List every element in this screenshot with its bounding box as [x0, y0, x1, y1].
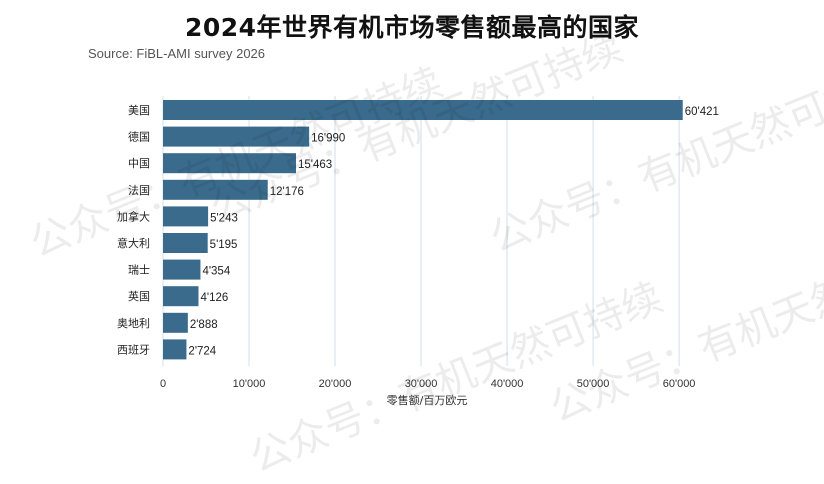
- category-label-8: 奥地利: [117, 316, 150, 330]
- value-label-4: 5'243: [210, 212, 238, 224]
- x-tick-label-5: 50'000: [577, 378, 610, 390]
- category-label-1: 德国: [128, 130, 150, 144]
- value-labels: 60'421 16'990 15'463 12'176 5'243 5'195 4'354 4…: [188, 106, 718, 357]
- category-label-9: 西班牙: [117, 343, 150, 356]
- x-tick-label-4: 40'000: [491, 378, 524, 390]
- bar-0: [163, 100, 683, 120]
- value-label-7: 4'126: [200, 292, 228, 304]
- category-label-3: 法国: [128, 183, 150, 197]
- category-label-2: 中国: [128, 157, 150, 170]
- bar-9: [163, 339, 187, 360]
- bar-5: [163, 233, 208, 253]
- category-label-4: 加拿大: [117, 209, 150, 223]
- x-tick-label-0: 0: [160, 378, 166, 390]
- chart-title: 2024年世界有机市场零售额最高的国家: [184, 13, 640, 42]
- bar-2: [163, 153, 297, 174]
- bar-8: [163, 312, 188, 333]
- x-tick-label-6: 60'000: [663, 378, 696, 390]
- value-label-3: 12'176: [270, 186, 304, 198]
- category-label-6: 瑞士: [128, 263, 150, 277]
- x-tick-label-1: 10'000: [233, 378, 266, 390]
- value-label-9: 2'724: [188, 345, 216, 357]
- category-label-0: 美国: [128, 104, 150, 117]
- x-tick-label-2: 20'000: [319, 378, 352, 390]
- chart-source: Source: FiBL-AMI survey 2026: [88, 46, 266, 61]
- bars: [163, 100, 683, 360]
- bar-7: [163, 286, 199, 307]
- category-label-5: 意大利: [117, 236, 150, 250]
- x-tick-label-3: 30'000: [405, 378, 438, 390]
- value-label-8: 2'888: [190, 319, 218, 331]
- bar-6: [163, 259, 201, 280]
- value-label-5: 5'195: [210, 239, 238, 251]
- bar-4: [163, 206, 209, 227]
- value-label-6: 4'354: [202, 266, 230, 278]
- bar-1: [163, 126, 310, 147]
- x-axis-label: 零售额/百万欧元: [387, 393, 468, 407]
- x-tick-labels: 0 10'000 20'000 30'000 40'000 50'000 60'000: [160, 378, 696, 390]
- value-label-1: 16'990: [311, 133, 345, 145]
- value-label-2: 15'463: [298, 159, 332, 171]
- category-label-7: 英国: [128, 289, 150, 303]
- value-label-0: 60'421: [685, 106, 719, 118]
- bar-3: [163, 179, 268, 200]
